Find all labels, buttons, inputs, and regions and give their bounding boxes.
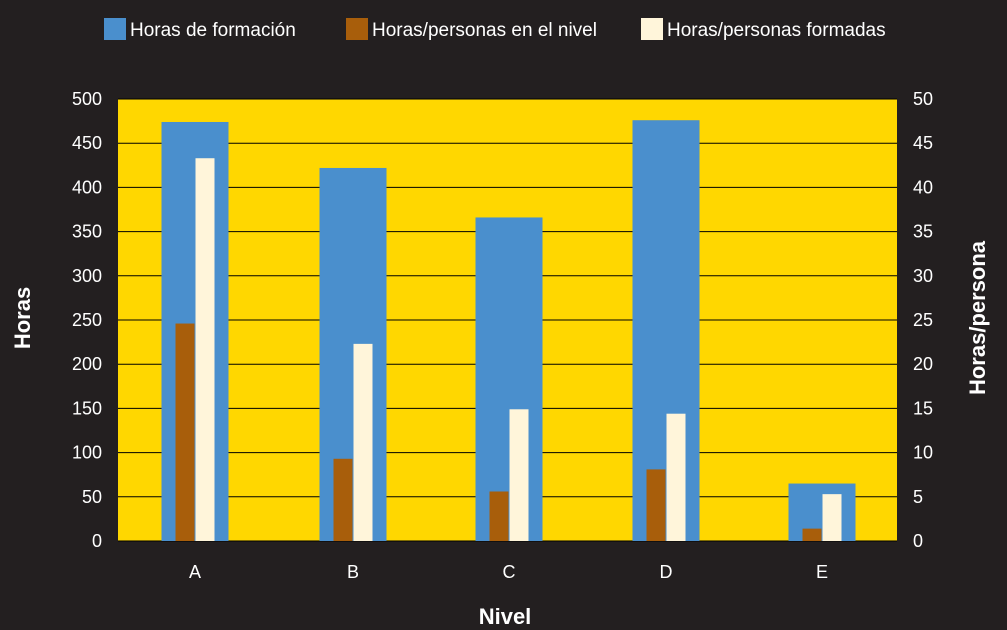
y2-tick-label: 5: [913, 487, 923, 507]
x-axis-ticks: A B C D E: [189, 562, 828, 582]
x-axis-title: Nivel: [479, 604, 532, 629]
bar-d-series-2: [646, 469, 666, 541]
y2-tick-label: 50: [913, 89, 933, 109]
bar-c-series-3: [509, 409, 529, 541]
bar-b-series-3: [353, 343, 373, 541]
y-tick-label: 50: [82, 487, 102, 507]
bar-a-series-2: [175, 323, 195, 541]
y2-tick-label: 0: [913, 531, 923, 551]
legend-swatch: [641, 18, 663, 40]
legend-swatch: [104, 18, 126, 40]
y-tick-label: 100: [72, 443, 102, 463]
bar-d-series-3: [666, 413, 686, 541]
y2-tick-label: 40: [913, 177, 933, 197]
y-tick-label: 250: [72, 310, 102, 330]
y-tick-label: 350: [72, 222, 102, 242]
y-tick-label: 200: [72, 354, 102, 374]
y-tick-label: 400: [72, 177, 102, 197]
y-axis-ticks: 0 50 100 150 200 250 300 350 400 450 500: [72, 89, 102, 551]
bar-a-series-1: [161, 121, 229, 541]
y2-tick-label: 45: [913, 133, 933, 153]
legend-label: Horas de formación: [130, 20, 296, 41]
x-tick-label: C: [503, 562, 516, 582]
legend-label: Horas/personas en el nivel: [372, 20, 597, 41]
x-tick-label: A: [189, 562, 201, 582]
legend-swatch: [346, 18, 368, 40]
y2-tick-label: 35: [913, 222, 933, 242]
y-tick-label: 450: [72, 133, 102, 153]
bar-e-series-1: [788, 483, 856, 541]
x-tick-label: B: [347, 562, 359, 582]
y-tick-label: 300: [72, 266, 102, 286]
x-tick-label: E: [816, 562, 828, 582]
legend: Horas de formación Horas/personas en el n…: [104, 18, 886, 41]
bar-a-series-3: [195, 158, 215, 541]
bar-c-series-1: [475, 217, 543, 541]
legend-label: Horas/personas formadas: [667, 20, 886, 41]
y2-tick-label: 30: [913, 266, 933, 286]
bar-d-series-1: [632, 120, 700, 541]
y-tick-label: 150: [72, 398, 102, 418]
y2-tick-label: 10: [913, 443, 933, 463]
y-tick-label: 500: [72, 89, 102, 109]
y2-tick-label: 15: [913, 398, 933, 418]
bar-c-series-2: [489, 491, 509, 541]
bar-b-series-2: [333, 458, 353, 541]
bars: [161, 120, 856, 541]
bar-e-series-3: [822, 494, 842, 541]
y2-axis-title: Horas/persona: [965, 240, 990, 395]
y2-tick-label: 25: [913, 310, 933, 330]
y-tick-label: 0: [92, 531, 102, 551]
y2-axis-ticks: 0 5 10 15 20 25 30 35 40 45 50: [913, 89, 933, 551]
bar-b-series-1: [319, 167, 387, 541]
bar-e-series-2: [802, 528, 822, 541]
y-axis-title: Horas: [10, 287, 35, 349]
x-tick-label: D: [660, 562, 673, 582]
y2-tick-label: 20: [913, 354, 933, 374]
